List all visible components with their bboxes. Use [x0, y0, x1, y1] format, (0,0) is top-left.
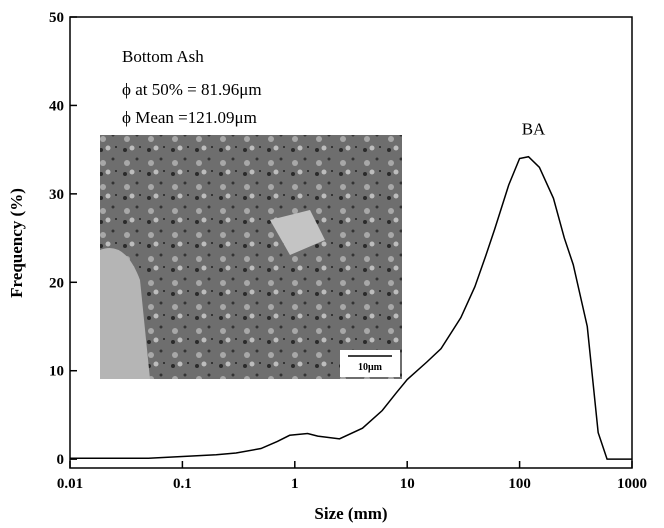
annotation: ϕ Mean =121.09μm [122, 108, 257, 127]
y-tick-label: 50 [49, 10, 64, 26]
y-tick-label: 20 [49, 275, 64, 291]
x-tick-label: 10 [400, 476, 415, 492]
chart: 10μm Bottom Ash ϕ at 50% = 81.96μm ϕ Mea… [0, 0, 664, 528]
x-tick-label: 100 [508, 476, 531, 492]
x-axis-label: Size (mm) [314, 504, 387, 523]
y-tick-label: 0 [57, 452, 65, 468]
x-tick-label: 0.01 [57, 476, 83, 492]
y-axis-label: Frequency (%) [7, 188, 26, 298]
annotation: Bottom Ash [122, 47, 204, 66]
series-label: BA [522, 120, 546, 139]
y-tick-label: 30 [49, 187, 64, 203]
sem-inset: 10μm [100, 135, 402, 379]
scale-bar-label: 10μm [358, 362, 383, 373]
page: {"chart_data": {"type": "line", "x_scale… [0, 0, 664, 528]
annotation: ϕ at 50% = 81.96μm [122, 80, 262, 99]
x-tick-label: 0.1 [173, 476, 192, 492]
x-tick-label: 1 [291, 476, 299, 492]
y-tick-label: 10 [49, 364, 64, 380]
y-tick-label: 40 [49, 98, 64, 114]
x-tick-label: 1000 [617, 476, 647, 492]
